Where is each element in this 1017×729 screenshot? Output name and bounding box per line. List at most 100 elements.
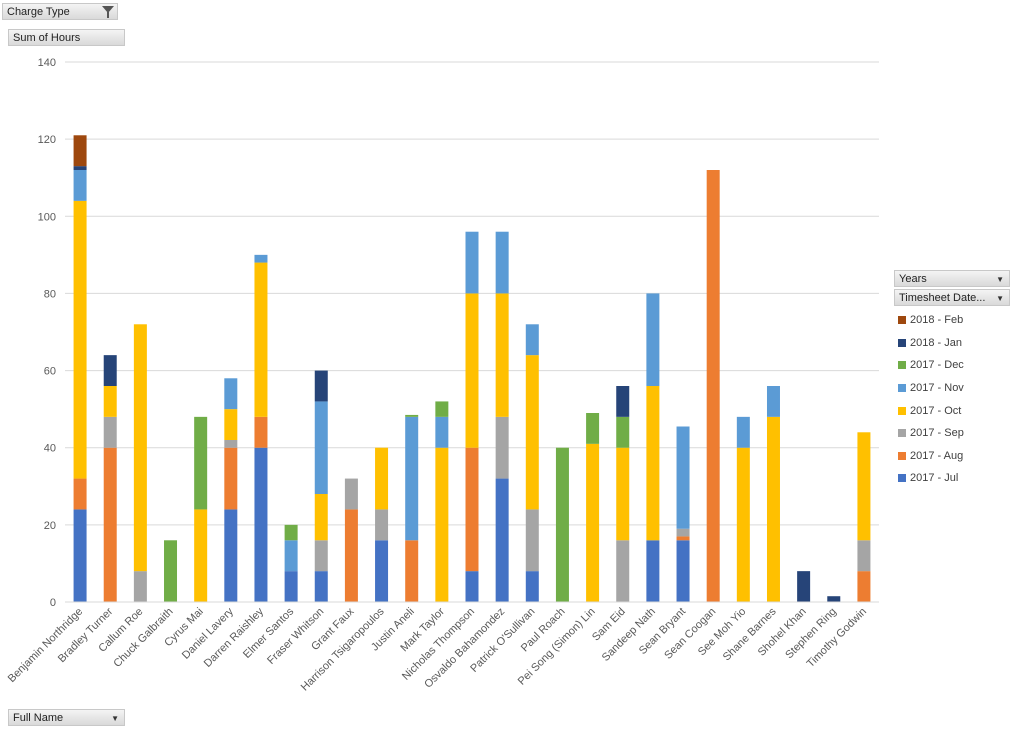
legend-item: 2017 - Nov bbox=[898, 377, 964, 400]
bar-segment bbox=[73, 166, 87, 170]
bar-segment bbox=[827, 596, 841, 602]
bar-segment bbox=[224, 447, 238, 510]
bar-segment bbox=[555, 447, 569, 602]
y-tick-label: 60 bbox=[44, 366, 56, 378]
bar-segment bbox=[375, 509, 389, 541]
bar-segment bbox=[676, 536, 690, 541]
legend-swatch bbox=[898, 361, 906, 370]
charge-type-filter-button[interactable]: Charge Type bbox=[2, 3, 118, 20]
legend-item: 2018 - Jan bbox=[898, 332, 964, 355]
y-tick-label: 100 bbox=[38, 211, 56, 223]
bar-segment bbox=[284, 524, 298, 541]
bar-segment bbox=[616, 416, 630, 448]
bar-segment bbox=[435, 401, 449, 417]
bar-segment bbox=[857, 540, 871, 572]
legend-label: 2017 - Aug bbox=[910, 449, 964, 462]
timesheet-date-label: Timesheet Date... bbox=[899, 292, 986, 304]
legend-swatch bbox=[898, 316, 906, 325]
legend-label: 2018 - Feb bbox=[910, 314, 964, 327]
bar-segment bbox=[676, 540, 690, 602]
legend-swatch bbox=[898, 338, 906, 347]
bar-segment bbox=[133, 571, 147, 602]
legend-label: 2017 - Oct bbox=[910, 404, 962, 417]
bar-segment bbox=[194, 416, 208, 510]
bar-segment bbox=[586, 413, 600, 444]
y-tick-label: 140 bbox=[38, 57, 56, 69]
bar-segment bbox=[103, 355, 117, 386]
bar-segment bbox=[706, 170, 720, 602]
bar-segment bbox=[616, 447, 630, 541]
legend-swatch bbox=[898, 429, 906, 438]
bar-segment bbox=[164, 540, 178, 602]
bar-segment bbox=[254, 254, 268, 263]
bar-segment bbox=[646, 540, 660, 602]
chevron-down-icon: ▼ bbox=[996, 275, 1004, 284]
bar-segment bbox=[736, 447, 750, 602]
y-tick-label: 0 bbox=[50, 597, 56, 609]
bar-segment bbox=[525, 571, 539, 602]
sum-of-hours-field-button[interactable]: Sum of Hours bbox=[8, 29, 125, 46]
chart-legend: 2018 - Feb 2018 - Jan 2017 - Dec 2017 - Nov… bbox=[898, 309, 964, 490]
full-name-label: Full Name bbox=[13, 712, 64, 724]
legend-item: 2017 - Aug bbox=[898, 445, 964, 468]
y-tick-label: 120 bbox=[38, 134, 56, 146]
legend-item: 2017 - Jul bbox=[898, 467, 964, 490]
years-label: Years bbox=[899, 273, 927, 285]
bar-segment bbox=[797, 571, 811, 602]
bar-segment bbox=[435, 416, 449, 448]
bar-segment bbox=[284, 571, 298, 602]
bar-segment bbox=[224, 378, 238, 410]
bar-segment bbox=[133, 324, 147, 572]
chevron-down-icon: ▼ bbox=[111, 714, 119, 723]
legend-item: 2017 - Dec bbox=[898, 354, 964, 377]
bar-segment bbox=[736, 416, 750, 448]
legend-label: 2017 - Nov bbox=[910, 382, 964, 395]
y-tick-label: 20 bbox=[44, 520, 56, 532]
bar-segment bbox=[224, 509, 238, 602]
bar-segment bbox=[314, 494, 328, 541]
bar-segment bbox=[646, 293, 660, 386]
bar-segment bbox=[254, 416, 268, 448]
bar-segment bbox=[254, 447, 268, 602]
bar-segment bbox=[525, 324, 539, 356]
bar-segment bbox=[314, 540, 328, 572]
bar-segment bbox=[73, 200, 87, 479]
bar-segment bbox=[616, 540, 630, 602]
bar-segment bbox=[676, 528, 690, 537]
bar-segment bbox=[646, 386, 660, 541]
chevron-down-icon: ▼ bbox=[996, 294, 1004, 303]
bar-segment bbox=[676, 426, 690, 529]
bar-segment bbox=[465, 571, 479, 602]
full-name-field-button[interactable]: Full Name ▼ bbox=[8, 709, 125, 726]
timesheet-date-field-button[interactable]: Timesheet Date... ▼ bbox=[894, 289, 1010, 306]
bar-segment bbox=[766, 416, 780, 602]
bar-segment bbox=[314, 370, 328, 402]
legend-swatch bbox=[898, 474, 906, 483]
y-tick-label: 80 bbox=[44, 288, 56, 300]
bar-segment bbox=[73, 509, 87, 602]
legend-label: 2017 - Dec bbox=[910, 359, 964, 372]
charge-type-label: Charge Type bbox=[7, 6, 70, 18]
bar-segment bbox=[616, 386, 630, 417]
bar-segment bbox=[465, 447, 479, 572]
bar-segment bbox=[525, 509, 539, 572]
bar-segment bbox=[73, 170, 87, 201]
legend-label: 2017 - Jul bbox=[910, 472, 959, 485]
legend-swatch bbox=[898, 384, 906, 393]
years-field-button[interactable]: Years ▼ bbox=[894, 270, 1010, 287]
bar-segment bbox=[405, 416, 419, 541]
legend-label: 2018 - Jan bbox=[910, 336, 962, 349]
bar-segment bbox=[314, 401, 328, 494]
bar-segment bbox=[314, 571, 328, 602]
bar-segment bbox=[766, 386, 780, 417]
bar-segment bbox=[103, 447, 117, 602]
bar-segment bbox=[405, 414, 419, 417]
bar-segment bbox=[224, 409, 238, 440]
bar-segment bbox=[224, 440, 238, 448]
bar-segment bbox=[857, 432, 871, 541]
bar-segment bbox=[525, 355, 539, 510]
bar-segment bbox=[375, 540, 389, 602]
bar-segment bbox=[495, 416, 509, 479]
legend-item: 2017 - Sep bbox=[898, 422, 964, 445]
bar-segment bbox=[254, 262, 268, 417]
